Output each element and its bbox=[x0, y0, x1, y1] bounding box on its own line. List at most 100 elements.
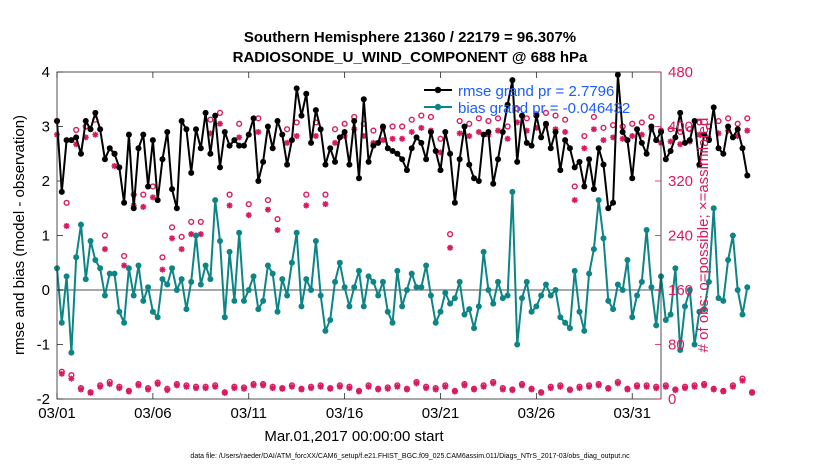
possible-obs-point bbox=[667, 126, 674, 133]
possible-obs-point bbox=[63, 199, 70, 206]
assimilated-obs-point bbox=[734, 133, 741, 140]
rmse-point bbox=[183, 126, 190, 133]
possible-obs-point bbox=[542, 109, 550, 116]
assimilated-obs-point bbox=[394, 383, 401, 390]
rmse-point bbox=[145, 183, 152, 190]
rmse-point bbox=[590, 186, 597, 193]
bias-point bbox=[667, 311, 674, 318]
assimilated-obs-point bbox=[504, 135, 511, 142]
bias-point bbox=[432, 319, 439, 326]
bias-point bbox=[394, 267, 401, 274]
bias-point bbox=[586, 270, 593, 277]
rmse-point bbox=[236, 142, 243, 149]
possible-obs-point bbox=[571, 183, 578, 190]
legend-rmse-marker bbox=[434, 86, 442, 94]
assimilated-obs-point bbox=[58, 370, 65, 377]
obs-layer bbox=[53, 105, 756, 396]
y-tick-label: -2 bbox=[37, 391, 50, 408]
bias-point bbox=[734, 287, 741, 293]
rmse-point bbox=[619, 128, 626, 135]
assimilated-obs-point bbox=[634, 383, 641, 390]
assimilated-obs-point bbox=[681, 385, 688, 392]
possible-obs-point bbox=[207, 116, 214, 123]
rmse-point bbox=[638, 139, 645, 146]
assimilated-obs-point bbox=[202, 385, 209, 392]
assimilated-obs-point bbox=[461, 382, 468, 389]
assimilated-obs-point bbox=[197, 231, 204, 238]
rmse-point bbox=[614, 71, 621, 78]
rmse-point bbox=[634, 126, 641, 133]
bias-point bbox=[523, 278, 530, 285]
bias-point bbox=[140, 297, 147, 304]
assimilated-obs-point bbox=[518, 382, 525, 389]
bias-point bbox=[298, 303, 305, 310]
bias-point bbox=[710, 205, 717, 212]
assimilated-obs-point bbox=[442, 383, 449, 390]
rmse-point bbox=[73, 134, 80, 141]
bias-point bbox=[648, 284, 655, 291]
rmse-point bbox=[528, 142, 535, 149]
rmse-point bbox=[648, 123, 655, 130]
y-tick-label: 2 bbox=[42, 173, 50, 190]
bias-point bbox=[504, 292, 511, 299]
assimilated-obs-point bbox=[653, 385, 660, 392]
bias-point bbox=[456, 278, 463, 285]
bias-point bbox=[197, 281, 204, 288]
rmse-point bbox=[149, 137, 156, 144]
assimilated-obs-point bbox=[576, 385, 583, 392]
bias-point bbox=[193, 232, 200, 239]
rmse-point bbox=[97, 126, 104, 133]
assimilated-obs-point bbox=[389, 135, 396, 142]
bias-point bbox=[106, 270, 113, 277]
data-file-footnote: data file: /Users/raeder/DAI/ATM_forcXX/… bbox=[190, 453, 630, 460]
bias-point bbox=[58, 319, 65, 326]
bias-point bbox=[461, 311, 468, 318]
assimilated-obs-point bbox=[298, 386, 305, 393]
bias-point bbox=[288, 259, 295, 266]
bias-point bbox=[216, 237, 223, 244]
rmse-point bbox=[466, 161, 473, 168]
assimilated-obs-point bbox=[312, 133, 319, 140]
rmse-point bbox=[672, 134, 679, 141]
assimilated-obs-point bbox=[164, 387, 171, 394]
bias-point bbox=[562, 319, 569, 326]
rmse-point bbox=[284, 161, 291, 168]
assimilated-obs-point bbox=[317, 383, 324, 390]
rmse-point bbox=[495, 156, 502, 163]
rmse-point bbox=[542, 120, 549, 127]
assimilated-obs-point bbox=[667, 138, 674, 145]
rmse-point bbox=[264, 123, 271, 130]
assimilated-obs-point bbox=[245, 212, 252, 219]
assimilated-obs-point bbox=[274, 227, 281, 234]
rmse-point bbox=[250, 115, 257, 122]
rmse-point bbox=[346, 161, 353, 168]
possible-obs-point bbox=[466, 120, 473, 127]
bias-point bbox=[116, 308, 123, 315]
possible-obs-point bbox=[399, 123, 406, 130]
bias-point bbox=[121, 319, 128, 326]
bias-point bbox=[629, 314, 636, 321]
assimilated-obs-point bbox=[284, 139, 291, 146]
bias-point bbox=[154, 314, 161, 321]
x-tick-label: 03/31 bbox=[613, 405, 651, 422]
bias-point bbox=[571, 267, 578, 274]
rmse-point bbox=[490, 180, 497, 187]
assimilated-obs-point bbox=[322, 201, 329, 208]
bias-point bbox=[188, 278, 195, 285]
y-axis-label: rmse and bias (model - observation) bbox=[11, 115, 28, 355]
rmse-point bbox=[653, 137, 660, 144]
rmse-point bbox=[226, 142, 233, 149]
rmse-point bbox=[432, 148, 439, 155]
assimilated-obs-point bbox=[528, 386, 535, 393]
rmse-point bbox=[216, 164, 223, 171]
y-right-tick-label: 400 bbox=[668, 119, 693, 136]
rmse-point bbox=[581, 183, 588, 190]
assimilated-obs-point bbox=[82, 134, 89, 141]
bias-point bbox=[159, 276, 166, 283]
assimilated-obs-point bbox=[614, 380, 621, 387]
rmse-point bbox=[629, 175, 636, 182]
bias-point bbox=[264, 262, 271, 269]
rmse-point bbox=[509, 77, 516, 84]
possible-obs-point bbox=[331, 126, 339, 133]
rmse-point bbox=[557, 167, 564, 174]
